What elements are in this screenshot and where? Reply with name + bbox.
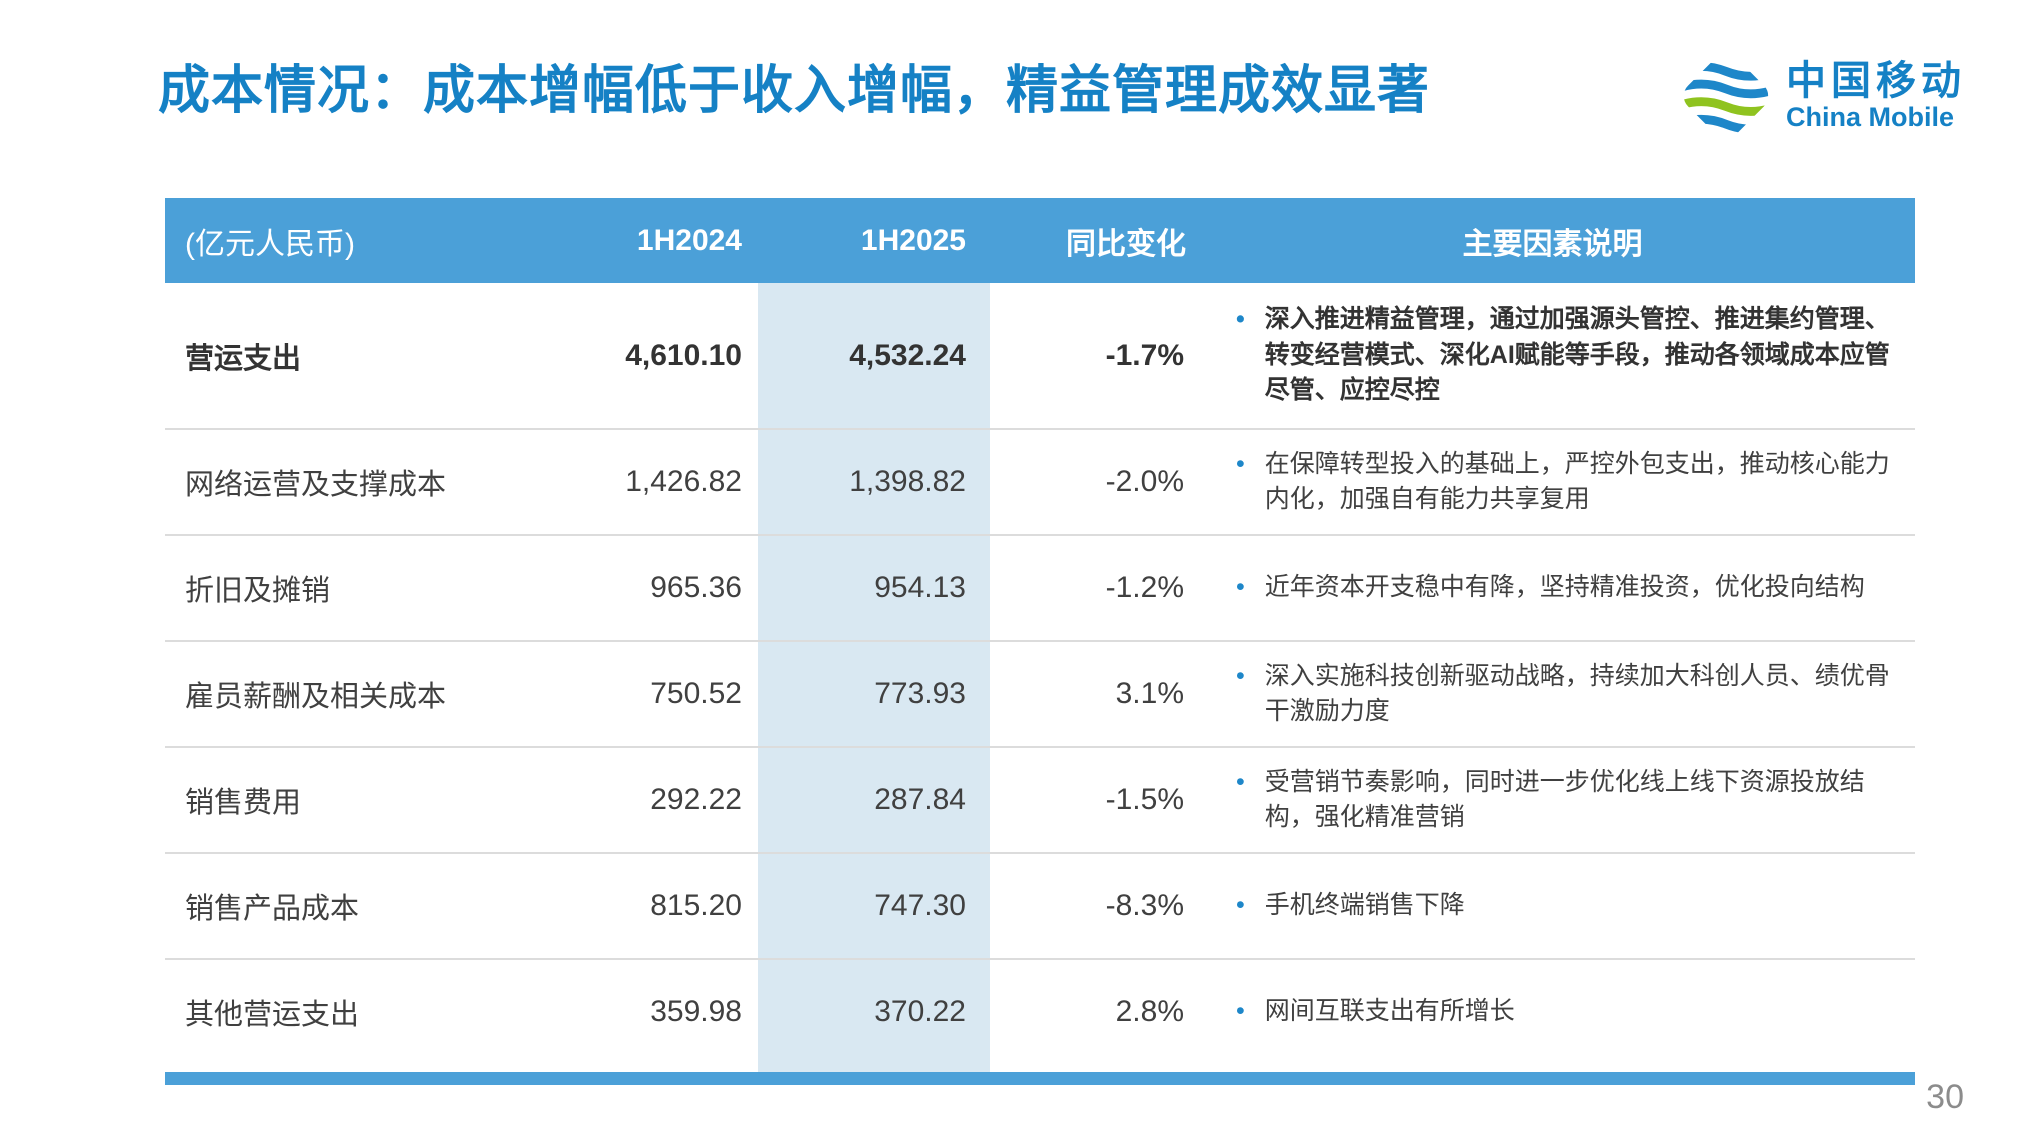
page-title: 成本情况：成本增幅低于收入增幅，精益管理成效显著 — [158, 62, 1431, 120]
factor-note-text: 深入推进精益管理，通过加强源头管控、推进集约管理、转变经营模式、深化AI赋能等手… — [1264, 305, 1890, 405]
value-1h2025: 954.13 — [758, 536, 990, 640]
factor-note-text: 网间互联支出有所增长 — [1264, 997, 1515, 1026]
table-row: 销售产品成本 815.20 747.30 -8.3% • 手机终端销售下降 — [165, 854, 1915, 960]
page-number: 30 — [1926, 1078, 1964, 1116]
value-yoy-change: 2.8% — [1115, 995, 1184, 1028]
value-1h2024: 359.98 — [650, 995, 742, 1028]
value-1h2025: 773.93 — [758, 642, 990, 746]
value-yoy-change: 3.1% — [1115, 677, 1184, 710]
factor-note: • 近年资本开支稳中有降，坚持精准投资，优化投向结构 — [1190, 554, 1915, 622]
row-label: 雇员薪酬及相关成本 — [185, 681, 447, 713]
table-row: 雇员薪酬及相关成本 750.52 773.93 3.1% • 深入实施科技创新驱… — [165, 642, 1915, 748]
value-yoy-change: -1.7% — [1105, 338, 1184, 372]
china-mobile-logo: 中国移动 China Mobile — [1682, 52, 1966, 140]
value-1h2025: 370.22 — [758, 960, 990, 1064]
column-header-1h2024: 1H2024 — [636, 223, 742, 257]
column-header-1h2025: 1H2025 — [860, 223, 966, 257]
logo-name-en: China Mobile — [1786, 102, 1954, 133]
bullet-icon: • — [1236, 573, 1245, 602]
factor-note: • 手机终端销售下降 — [1190, 872, 1915, 940]
factor-note-text: 受营销节奏影响，同时进一步优化线上线下资源投放结构，强化精准营销 — [1264, 767, 1865, 832]
cost-table-header: (亿元人民币) 1H2024 1H2025 同比变化 主要因素说明 — [165, 198, 1915, 283]
factor-note: • 在保障转型投入的基础上，严控外包支出，推动核心能力内化，加强自有能力共享复用 — [1190, 431, 1915, 534]
column-header-notes: 主要因素说明 — [1462, 227, 1643, 261]
factor-note-text: 手机终端销售下降 — [1264, 891, 1465, 920]
bullet-icon: • — [1236, 661, 1245, 690]
logo-name-zh: 中国移动 — [1786, 58, 1966, 103]
value-1h2024: 292.22 — [650, 783, 742, 816]
table-row: 销售费用 292.22 287.84 -1.5% • 受营销节奏影响，同时进一步… — [165, 748, 1915, 854]
table-row: 折旧及摊销 965.36 954.13 -1.2% • 近年资本开支稳中有降，坚… — [165, 536, 1915, 642]
value-yoy-change: -1.5% — [1105, 783, 1184, 816]
china-mobile-logo-text: 中国移动 China Mobile — [1786, 58, 1966, 133]
value-yoy-change: -8.3% — [1105, 889, 1184, 922]
factor-note: • 受营销节奏影响，同时进一步优化线上线下资源投放结构，强化精准营销 — [1190, 749, 1915, 852]
value-1h2025: 1,398.82 — [758, 430, 990, 534]
factor-note: • 网间互联支出有所增长 — [1190, 978, 1915, 1046]
value-1h2024: 965.36 — [650, 571, 742, 604]
factor-note-text: 近年资本开支稳中有降，坚持精准投资，优化投向结构 — [1264, 573, 1865, 602]
highlight-stub-cell — [758, 1064, 990, 1072]
column-header-yoy: 同比变化 — [1066, 227, 1186, 261]
factor-note-text: 深入实施科技创新驱动战略，持续加大科创人员、绩优骨干激励力度 — [1264, 661, 1890, 726]
bullet-icon: • — [1236, 891, 1245, 920]
unit-label: (亿元人民币) — [185, 227, 355, 261]
factor-note-text: 在保障转型投入的基础上，严控外包支出，推动核心能力内化，加强自有能力共享复用 — [1264, 449, 1890, 514]
bullet-icon: • — [1236, 449, 1245, 478]
row-label: 其他营运支出 — [185, 999, 360, 1031]
row-label: 折旧及摊销 — [185, 575, 331, 607]
factor-note: • 深入实施科技创新驱动战略，持续加大科创人员、绩优骨干激励力度 — [1190, 643, 1915, 746]
china-mobile-logo-icon — [1683, 53, 1769, 139]
value-1h2025: 4,532.24 — [758, 283, 990, 428]
table-row: 营运支出 4,610.10 4,532.24 -1.7% • 深入推进精益管理，… — [165, 283, 1915, 430]
highlight-column-stub — [165, 1064, 1915, 1072]
value-yoy-change: -1.2% — [1105, 571, 1184, 604]
row-label: 网络运营及支撑成本 — [185, 469, 447, 501]
table-row: 其他营运支出 359.98 370.22 2.8% • 网间互联支出有所增长 — [165, 960, 1915, 1064]
bottom-accent-bar — [165, 1072, 1915, 1085]
cost-table: (亿元人民币) 1H2024 1H2025 同比变化 主要因素说明 营运支出 4… — [165, 198, 1915, 1085]
value-1h2024: 750.52 — [650, 677, 742, 710]
table-row: 网络运营及支撑成本 1,426.82 1,398.82 -2.0% • 在保障转… — [165, 430, 1915, 536]
row-label: 销售费用 — [185, 787, 302, 819]
row-label: 营运支出 — [185, 342, 302, 375]
value-1h2024: 4,610.10 — [625, 338, 742, 372]
bullet-icon: • — [1236, 767, 1245, 796]
bullet-icon: • — [1236, 997, 1245, 1026]
value-1h2024: 815.20 — [650, 889, 742, 922]
cost-table-body: 营运支出 4,610.10 4,532.24 -1.7% • 深入推进精益管理，… — [165, 283, 1915, 1064]
value-yoy-change: -2.0% — [1105, 465, 1184, 498]
factor-note: • 深入推进精益管理，通过加强源头管控、推进集约管理、转变经营模式、深化AI赋能… — [1190, 286, 1915, 425]
row-label: 销售产品成本 — [185, 893, 360, 925]
value-1h2025: 287.84 — [758, 748, 990, 852]
value-1h2025: 747.30 — [758, 854, 990, 958]
bullet-icon: • — [1236, 305, 1245, 334]
value-1h2024: 1,426.82 — [625, 465, 742, 498]
